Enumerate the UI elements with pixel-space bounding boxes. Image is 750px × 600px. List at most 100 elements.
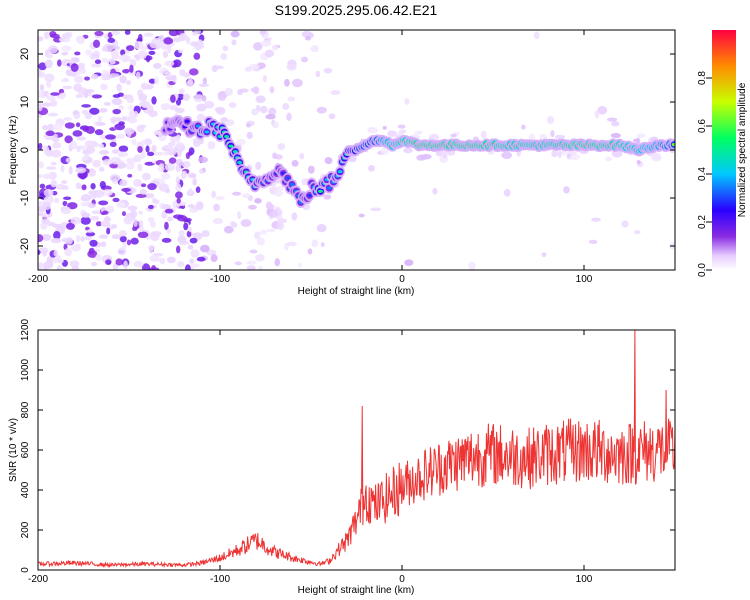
- noise-blob: [42, 250, 48, 257]
- noise-blob: [328, 113, 336, 120]
- noise-blob: [95, 121, 106, 126]
- y-tick-label: 1200: [20, 318, 31, 341]
- noise-blob: [323, 67, 333, 74]
- noise-blob: [480, 130, 487, 139]
- noise-blob: [605, 156, 612, 162]
- ridge-core: [184, 119, 190, 123]
- noise-blob: [636, 160, 641, 165]
- noise-blob: [621, 220, 629, 228]
- noise-blob: [98, 200, 109, 206]
- noise-blob: [43, 188, 54, 197]
- noise-blob: [311, 239, 319, 248]
- noise-blob: [110, 156, 121, 165]
- noise-blob: [85, 145, 96, 154]
- noise-blob: [148, 78, 156, 84]
- noise-blob: [101, 69, 109, 74]
- noise-blob: [192, 178, 197, 186]
- colorbar-tick-label: 0.4: [697, 167, 708, 181]
- noise-blob: [126, 239, 132, 246]
- noise-blob: [198, 156, 208, 164]
- noise-blob: [64, 135, 73, 144]
- noise-blob: [557, 150, 562, 159]
- noise-blob: [223, 225, 234, 234]
- noise-blob: [43, 260, 54, 269]
- noise-blob: [183, 222, 189, 231]
- noise-blob: [149, 255, 159, 262]
- noise-blob: [554, 134, 566, 140]
- noise-blob: [177, 260, 185, 268]
- noise-blob: [136, 124, 145, 133]
- ridge-core: [671, 142, 675, 147]
- noise-blob: [162, 144, 172, 150]
- noise-blob: [51, 137, 60, 143]
- noise-blob: [147, 183, 157, 191]
- noise-blob: [176, 197, 181, 204]
- noise-blob: [75, 94, 84, 99]
- x-tick-label: 0: [399, 574, 405, 585]
- noise-blob: [246, 260, 257, 265]
- noise-blob: [154, 199, 160, 205]
- noise-blob: [38, 262, 44, 270]
- noise-blob: [141, 263, 151, 270]
- y-tick-label: 200: [20, 521, 31, 538]
- noise-blob: [206, 249, 217, 256]
- noise-blob: [91, 210, 102, 215]
- noise-blob: [163, 150, 170, 156]
- noise-blob: [287, 96, 296, 102]
- noise-blob: [66, 222, 75, 230]
- noise-blob: [109, 174, 121, 182]
- noise-blob: [85, 49, 93, 56]
- noise-blob: [95, 221, 102, 227]
- noise-blob: [44, 73, 55, 82]
- noise-blob: [107, 31, 113, 39]
- noise-blob: [188, 68, 199, 76]
- noise-blob: [145, 55, 151, 63]
- noise-blob: [134, 54, 139, 59]
- bottom-y-axis: 0 200 400 600 800 1000 1200: [20, 318, 675, 573]
- noise-blob: [188, 188, 193, 195]
- noise-blob: [53, 231, 61, 240]
- noise-blob: [121, 211, 127, 217]
- noise-blob: [284, 78, 290, 87]
- noise-blob: [282, 103, 290, 110]
- noise-blob: [255, 95, 266, 104]
- colorbar-tick-label: 0.6: [697, 119, 708, 133]
- noise-blob: [89, 239, 98, 247]
- noise-blob: [633, 230, 641, 235]
- noise-blob: [291, 159, 299, 167]
- noise-blob: [198, 83, 209, 88]
- noise-blob: [159, 163, 165, 169]
- noise-blob: [118, 55, 126, 61]
- noise-blob: [255, 161, 262, 171]
- noise-blob: [98, 143, 105, 149]
- noise-blob: [186, 36, 191, 45]
- noise-blob: [92, 159, 102, 168]
- noise-blob: [101, 47, 109, 52]
- noise-blob: [228, 102, 237, 108]
- noise-blob: [267, 37, 272, 41]
- y-tick-label: 0: [20, 567, 31, 573]
- noise-blob: [92, 39, 101, 48]
- noise-blob: [43, 90, 49, 97]
- x-tick-label: -200: [28, 274, 48, 285]
- noise-blob: [60, 92, 65, 100]
- noise-blob: [42, 213, 48, 218]
- noise-blob: [60, 180, 68, 185]
- noise-blob: [167, 216, 173, 222]
- noise-blob: [163, 37, 174, 45]
- noise-blob: [397, 124, 406, 129]
- x-tick-label: 0: [399, 274, 405, 285]
- noise-blob: [387, 130, 397, 138]
- noise-blob: [105, 134, 116, 140]
- noise-blob: [315, 70, 321, 78]
- noise-blob: [137, 231, 149, 239]
- noise-blob: [164, 208, 174, 214]
- noise-blob: [133, 260, 144, 268]
- noise-blob: [76, 147, 81, 153]
- noise-blob: [131, 138, 137, 146]
- noise-blob: [167, 44, 172, 54]
- noise-blob: [216, 106, 226, 115]
- noise-blob: [64, 122, 75, 129]
- noise-blob: [67, 202, 78, 210]
